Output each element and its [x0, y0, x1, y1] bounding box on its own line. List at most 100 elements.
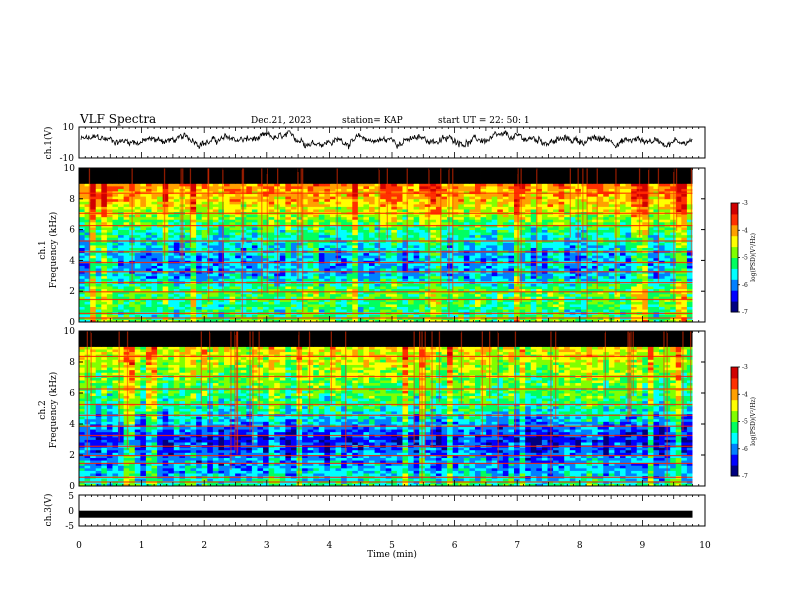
spectrogram-cell — [608, 252, 615, 256]
spectrogram-cell — [385, 242, 392, 246]
spectrogram-cell — [168, 319, 175, 322]
spectrogram-cell — [558, 319, 565, 322]
spectrogram-cell — [625, 301, 632, 305]
spectrogram-cell — [106, 216, 113, 220]
spectrogram-cell — [469, 296, 476, 300]
spectrogram-cell — [157, 242, 164, 246]
spectrogram-cell — [263, 314, 270, 318]
spectrogram-cell — [435, 229, 442, 233]
spectrogram-cell — [307, 234, 314, 238]
spectrogram-cell — [424, 283, 431, 287]
spectrogram-cell — [290, 214, 297, 218]
spectrogram-cell — [469, 286, 476, 290]
spectrogram-cell — [491, 296, 498, 300]
spectrogram-cell — [441, 291, 448, 295]
spectrogram-cell — [530, 252, 537, 256]
spectrogram-cell — [553, 309, 560, 313]
spectrogram-cell — [346, 265, 353, 269]
spectrogram-cell — [385, 255, 392, 259]
spectrogram-cell — [235, 232, 242, 236]
spectrogram-cell — [675, 296, 682, 300]
spectrogram-cell — [458, 288, 465, 292]
spectrogram-cell — [290, 234, 297, 238]
spectrogram-cell — [157, 268, 164, 272]
spectrogram-cell — [469, 209, 476, 213]
spectrogram-cell — [408, 293, 415, 297]
spectrogram-cell — [580, 314, 587, 318]
spectrogram-cell — [251, 291, 258, 295]
spectrogram-cell — [307, 216, 314, 220]
spectrogram-cell — [235, 245, 242, 248]
spectrogram-cell — [580, 273, 587, 277]
spectrogram-cell — [681, 314, 688, 318]
spectrogram-cell — [675, 227, 682, 230]
spectrogram-cell — [207, 221, 214, 225]
spectrogram-cell — [508, 288, 515, 292]
spectrogram-cell — [357, 298, 364, 302]
spectrogram-cell — [430, 214, 437, 218]
spectrogram-cell — [647, 291, 654, 295]
spectrogram-cell — [257, 252, 264, 256]
spectrogram-cell — [95, 227, 102, 230]
spectrogram-cell — [619, 229, 626, 233]
spectrogram-cell — [123, 203, 130, 207]
spectrogram-cell — [686, 255, 693, 259]
spectrogram-cell — [592, 288, 599, 292]
spectrogram-cell — [664, 301, 671, 305]
spectrogram-cell — [118, 245, 125, 248]
spectrogram-cell — [569, 309, 576, 313]
spectrogram-cell — [173, 234, 180, 238]
spectrogram-cell — [659, 309, 665, 313]
spectrogram-cell — [430, 229, 437, 233]
spectrogram-cell — [625, 306, 632, 310]
spectrogram-cell — [90, 260, 97, 264]
spectrogram-cell — [246, 306, 253, 310]
spectrogram-cell — [625, 219, 632, 223]
spectrogram-cell — [391, 214, 398, 218]
spectrogram-cell — [246, 257, 253, 261]
spectrogram-cell — [346, 278, 353, 282]
spectrogram-cell — [179, 268, 186, 272]
spectrogram-cell — [619, 232, 626, 236]
spectrogram-cell — [329, 219, 336, 223]
spectrogram-cell — [519, 288, 526, 292]
spectrogram-cell — [184, 314, 191, 318]
spectrogram-cell — [257, 275, 264, 279]
spectrogram-cell — [686, 219, 693, 223]
spectrogram-cell — [463, 257, 470, 261]
spectrogram-cell — [140, 265, 147, 269]
spectrogram-cell — [491, 247, 498, 251]
spectrogram-cell — [491, 257, 498, 261]
spectrogram-cell — [402, 255, 409, 259]
spectrogram-cell — [257, 214, 264, 218]
spectrogram-cell — [101, 291, 108, 295]
spectrogram-cell — [396, 227, 403, 230]
spectrogram-cell — [118, 291, 125, 295]
spectrogram-cell — [90, 206, 97, 210]
spectrogram-cell — [502, 278, 509, 282]
spectrogram-cell — [497, 288, 504, 292]
spectrogram-cell — [564, 216, 571, 220]
spectrogram-cell — [675, 247, 682, 251]
spectrogram-cell — [586, 247, 593, 251]
spectrogram-cell — [84, 203, 91, 207]
spectrogram-cell — [541, 206, 548, 210]
spectrogram-cell — [201, 232, 208, 236]
spectrogram-cell — [95, 229, 102, 233]
spectrogram-cell — [625, 227, 632, 230]
spectrogram-cell — [140, 214, 147, 218]
spectrogram-cell — [341, 206, 348, 210]
spectrogram-cell — [608, 309, 615, 313]
spectrogram-cell — [486, 278, 493, 282]
spectrogram-cell — [380, 275, 387, 279]
spectrogram-cell — [469, 268, 476, 272]
spectrogram-cell — [84, 314, 91, 318]
spectrogram-cell — [486, 247, 493, 251]
spectrogram-cell — [240, 309, 247, 313]
spectrogram-cell — [508, 275, 515, 279]
spectrogram-cell — [90, 242, 97, 246]
spectrogram-cell — [346, 252, 353, 256]
spectrogram-cell — [162, 301, 169, 305]
spectrogram-cell — [558, 268, 565, 272]
spectrogram-cell — [553, 219, 560, 223]
